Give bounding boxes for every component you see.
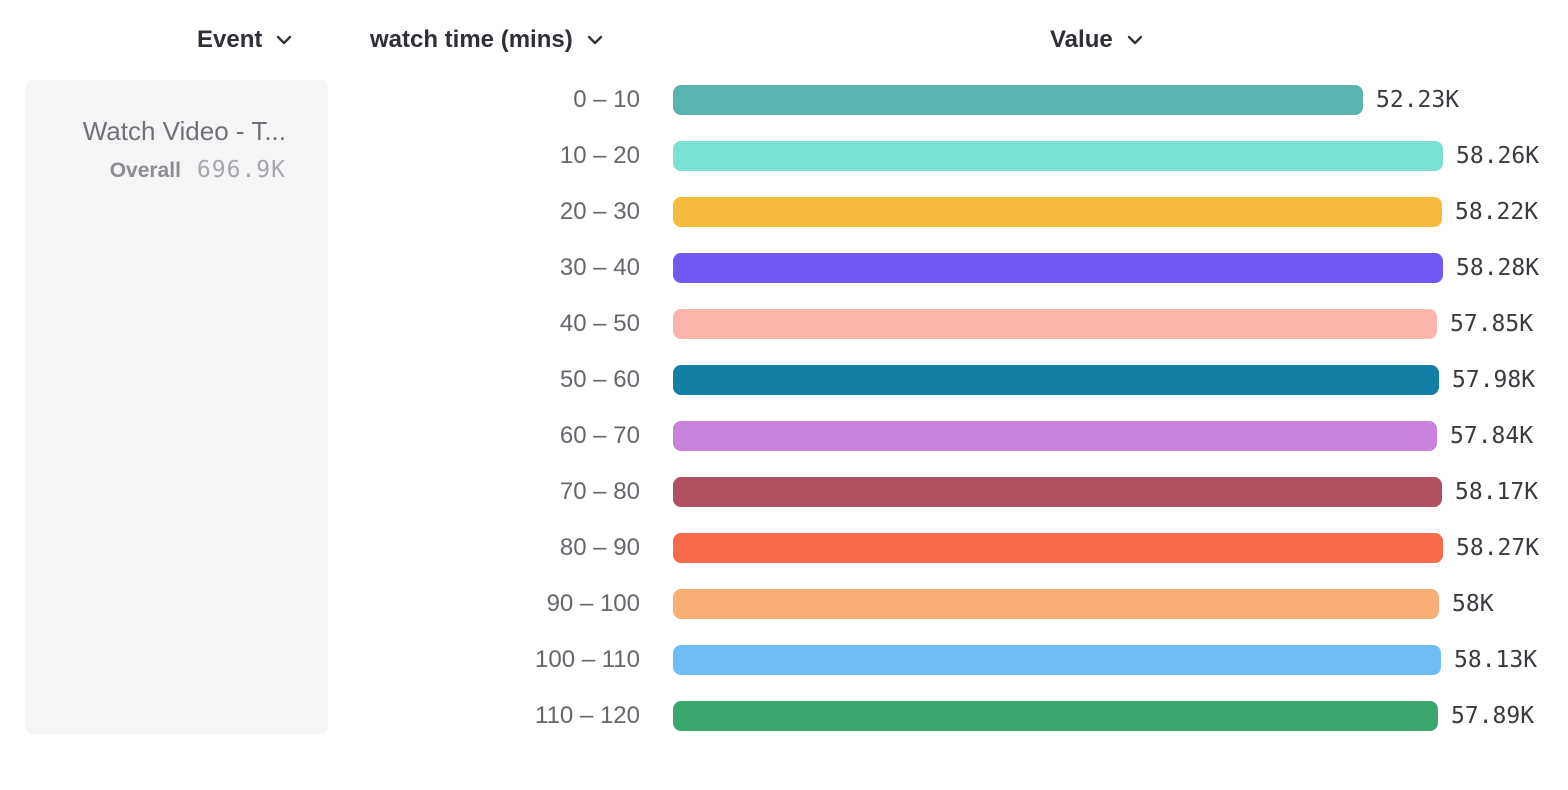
bar-chart-row: 0 – 10 52.23K (0, 85, 1568, 115)
category-label: 70 – 80 (559, 478, 640, 505)
bar-chart-row: 70 – 80 58.17K (0, 477, 1568, 507)
bar[interactable] (673, 365, 1439, 395)
category-label: 110 – 120 (535, 702, 640, 729)
bar-chart-row: 40 – 50 57.85K (0, 309, 1568, 339)
overall-label: Overall (109, 159, 181, 182)
bar[interactable] (673, 589, 1439, 619)
bar-chart-row: 10 – 20 58.26K (0, 141, 1568, 171)
bar-chart-row: 30 – 40 58.28K (0, 253, 1568, 283)
chevron-down-icon (587, 35, 603, 45)
bar-chart-row: 90 – 100 58K (0, 589, 1568, 619)
category-label: 10 – 20 (559, 142, 640, 169)
category-label: 0 – 10 (573, 86, 640, 113)
value-label: 58.13K (1454, 647, 1538, 673)
bar[interactable] (673, 533, 1443, 563)
value-label: 52.23K (1376, 87, 1460, 113)
value-label: 57.85K (1450, 311, 1534, 337)
category-label: 80 – 90 (559, 534, 640, 561)
value-label: 57.89K (1451, 703, 1535, 729)
value-label: 58.27K (1456, 535, 1540, 561)
category-label: 50 – 60 (559, 366, 640, 393)
bar-chart-row: 100 – 110 58.13K (0, 645, 1568, 675)
overall-value: 696.9K (196, 157, 286, 183)
bar[interactable] (673, 141, 1443, 171)
event-card[interactable]: Watch Video - T... Overall 696.9K (25, 80, 328, 734)
bar[interactable] (673, 309, 1437, 339)
dimension-column-header[interactable]: watch time (mins) (370, 26, 603, 54)
category-label: 60 – 70 (559, 422, 640, 449)
value-label: 58K (1452, 591, 1494, 617)
event-column-header[interactable]: Event (197, 26, 292, 54)
bar[interactable] (673, 253, 1443, 283)
value-label: 58.26K (1456, 143, 1540, 169)
value-label: 58.17K (1455, 479, 1539, 505)
bar[interactable] (673, 645, 1441, 675)
value-label: 57.98K (1452, 367, 1536, 393)
category-label: 100 – 110 (535, 646, 640, 673)
category-label: 40 – 50 (559, 310, 640, 337)
bar[interactable] (673, 421, 1437, 451)
bar[interactable] (673, 701, 1438, 731)
bar-chart: 0 – 10 52.23K 10 – 20 58.26K 20 – 30 58.… (0, 85, 1568, 757)
bar-chart-row: 110 – 120 57.89K (0, 701, 1568, 731)
category-label: 90 – 100 (546, 590, 640, 617)
bar[interactable] (673, 477, 1442, 507)
chevron-down-icon (1127, 35, 1143, 45)
bar-chart-row: 60 – 70 57.84K (0, 421, 1568, 451)
value-label: 57.84K (1450, 423, 1534, 449)
value-column-header[interactable]: Value (1050, 26, 1143, 54)
value-column-label: Value (1050, 26, 1113, 53)
bar-chart-row: 50 – 60 57.98K (0, 365, 1568, 395)
event-title: Watch Video - T... (82, 116, 286, 146)
bar-chart-row: 80 – 90 58.27K (0, 533, 1568, 563)
chevron-down-icon (276, 35, 292, 45)
bar[interactable] (673, 85, 1363, 115)
event-column-label: Event (197, 26, 263, 53)
value-label: 58.22K (1455, 199, 1539, 225)
bar-chart-row: 20 – 30 58.22K (0, 197, 1568, 227)
category-label: 30 – 40 (559, 254, 640, 281)
event-overall-row: Overall 696.9K (25, 156, 286, 185)
bar[interactable] (673, 197, 1442, 227)
value-label: 58.28K (1456, 255, 1540, 281)
category-label: 20 – 30 (559, 198, 640, 225)
dimension-column-label: watch time (mins) (370, 26, 573, 53)
